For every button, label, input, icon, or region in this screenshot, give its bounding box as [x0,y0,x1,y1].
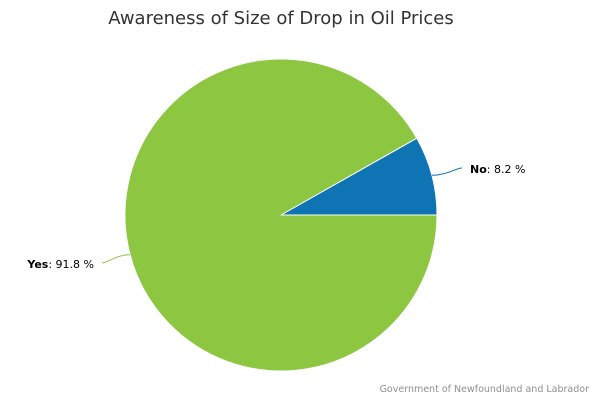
data-label-name: Yes [26,258,48,271]
data-label-name: No [470,163,487,176]
data-label-no: No: 8.2 % [470,163,525,176]
pie-slice-yes[interactable] [124,58,438,372]
chart-credit[interactable]: Government of Newfoundland and Labrador [380,384,590,395]
connector-no [431,167,463,176]
data-label-value: : 91.8 % [48,258,94,271]
label-connectors [101,167,463,264]
slice-labels: No: 8.2 % Yes: 91.8 % [26,163,525,271]
connector-yes [101,254,131,264]
chart-title: Awareness of Size of Drop in Oil Prices [108,8,454,29]
data-label-value: : 8.2 % [487,163,526,176]
pie-slices [124,58,438,372]
data-label-yes: Yes: 91.8 % [26,258,94,271]
